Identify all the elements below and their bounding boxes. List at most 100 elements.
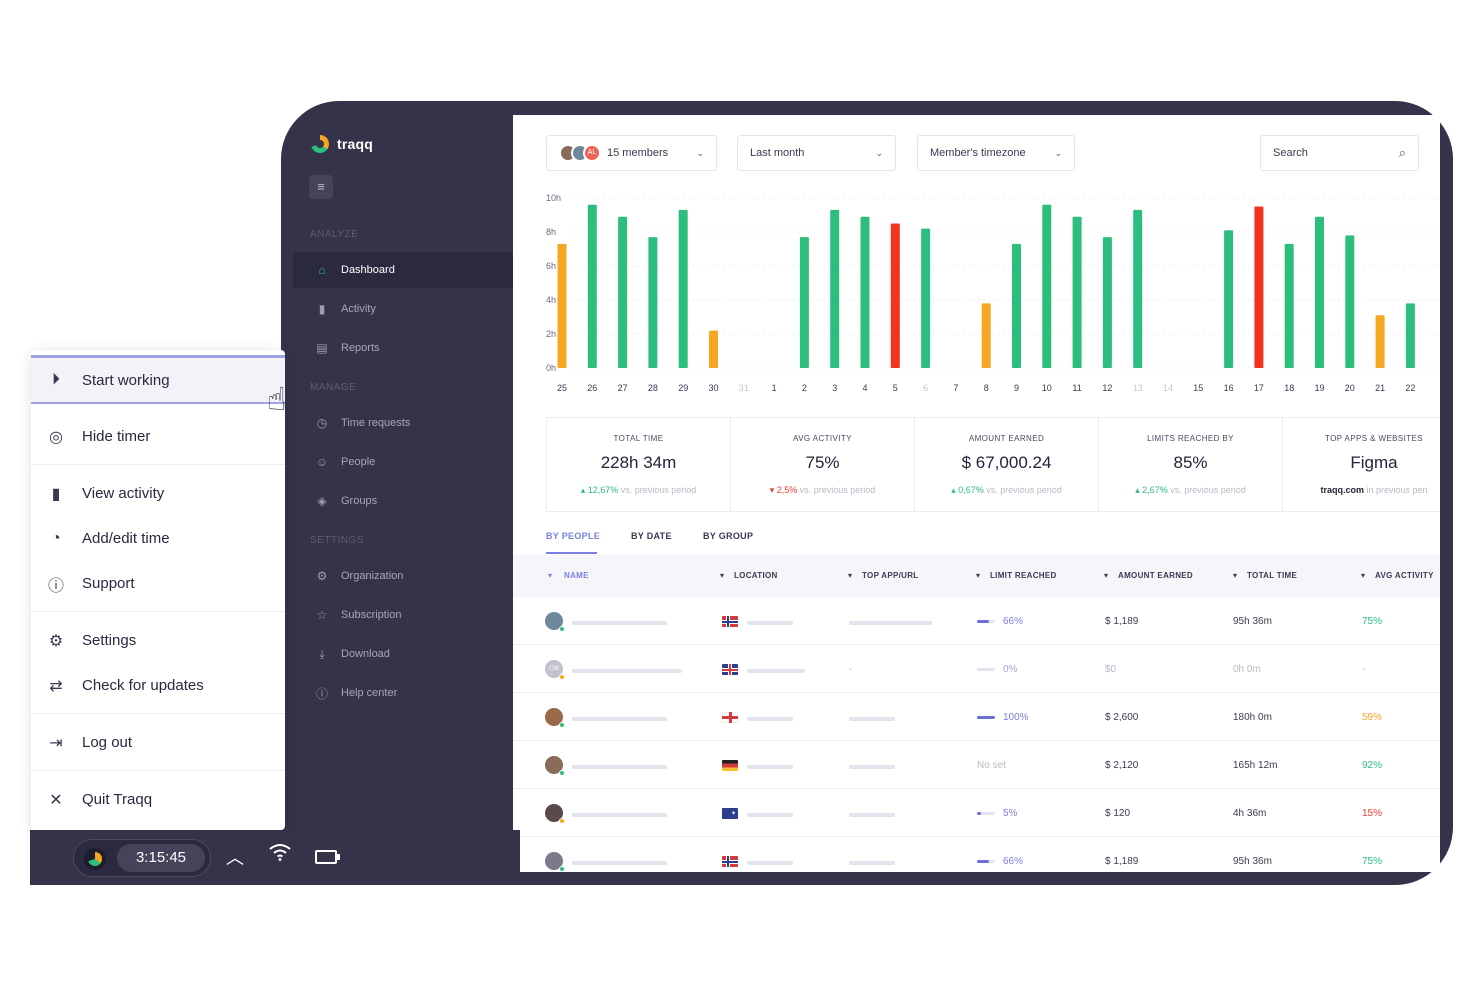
- menu-item-hide-timer[interactable]: ◎ Hide timer: [31, 414, 285, 459]
- sidebar-item-dashboard[interactable]: ⌂ Dashboard: [293, 252, 513, 288]
- table-row[interactable]: 100% $ 2,600 180h 0m 59%: [513, 693, 1440, 741]
- star-icon: ☆: [316, 608, 328, 622]
- wifi-icon[interactable]: [268, 842, 292, 867]
- bar[interactable]: [1375, 315, 1385, 368]
- bar[interactable]: [890, 223, 900, 369]
- column-header-avg-activity[interactable]: AVG ACTIVITY: [1375, 571, 1434, 580]
- sidebar-item-subscription[interactable]: ☆ Subscription: [293, 597, 513, 633]
- menu-item-support[interactable]: ⓘ Support: [31, 561, 285, 606]
- menu-item-log-out[interactable]: ⇥ Log out: [31, 720, 285, 765]
- menu-item-quit[interactable]: ✕ Quit Traqq: [31, 777, 285, 822]
- stat-label: TOTAL TIME: [613, 434, 664, 443]
- members-filter[interactable]: AL 15 members ⌄: [546, 135, 717, 171]
- bar[interactable]: [678, 209, 688, 368]
- bar[interactable]: [921, 228, 931, 368]
- bar[interactable]: [860, 216, 870, 368]
- bar[interactable]: [981, 303, 991, 368]
- y-tick-label: 2h: [546, 329, 556, 339]
- stat-card: AMOUNT EARNED $ 67,000.24 ▴ 0,67% vs. prev…: [914, 417, 1098, 512]
- chevron-up-icon[interactable]: ︿: [226, 848, 244, 868]
- column-header-limit-reached[interactable]: LIMIT REACHED: [990, 571, 1057, 580]
- table-row[interactable]: ✦ 5% $ 120 4h 36m 15%: [513, 789, 1440, 837]
- sidebar-item-organization[interactable]: ⚙ Organization: [293, 558, 513, 594]
- location-placeholder: [747, 861, 793, 865]
- stat-card: LIMITS REACHED BY 85% ▴ 2,67% vs. previous…: [1098, 417, 1282, 512]
- stat-card: TOP APPS & WEBSITES Figma traqq.com in pre…: [1282, 417, 1440, 512]
- y-tick-label: 4h: [546, 295, 556, 305]
- chevron-down-icon: ⌄: [696, 147, 704, 158]
- x-tick-label: 15: [1193, 383, 1203, 393]
- bar[interactable]: [830, 209, 840, 368]
- status-dot: [559, 818, 565, 824]
- tab-by-date[interactable]: BY DATE: [631, 531, 672, 541]
- sidebar-item-download[interactable]: ⤓ Download: [293, 636, 513, 672]
- bar[interactable]: [557, 243, 567, 368]
- amount-earned: $ 1,189: [1105, 856, 1139, 867]
- bar[interactable]: [1224, 230, 1234, 368]
- column-header-location[interactable]: LOCATION: [734, 571, 778, 580]
- brand[interactable]: traqq: [311, 135, 373, 153]
- top-app-placeholder: [849, 765, 895, 769]
- search-input[interactable]: Search ⌕: [1260, 135, 1419, 171]
- location-placeholder: [747, 621, 793, 625]
- sidebar-item-time-requests[interactable]: ◷ Time requests: [293, 405, 513, 441]
- bar[interactable]: [1133, 209, 1143, 368]
- bar[interactable]: [587, 204, 597, 368]
- x-tick-label: 12: [1102, 383, 1112, 393]
- menu-item-view-activity[interactable]: ▮ View activity: [31, 471, 285, 516]
- menu-toggle-button[interactable]: ≡: [309, 175, 333, 199]
- column-header-top-app[interactable]: TOP APP/URL: [862, 571, 919, 580]
- bar[interactable]: [1102, 237, 1112, 368]
- bar[interactable]: [1072, 216, 1082, 368]
- tab-by-people[interactable]: BY PEOPLE: [546, 531, 601, 541]
- sidebar-item-label: Activity: [341, 303, 376, 315]
- bar[interactable]: [1345, 235, 1355, 368]
- traqq-tray-widget[interactable]: 3:15:45: [73, 839, 211, 877]
- table-row[interactable]: 66% $ 1,189 95h 36m 75%: [513, 837, 1440, 872]
- bar[interactable]: [1284, 243, 1294, 368]
- bar[interactable]: [1405, 303, 1415, 368]
- tab-by-group[interactable]: BY GROUP: [703, 531, 754, 541]
- menu-item-add-edit-time[interactable]: ◔ Add/edit time: [31, 516, 285, 561]
- members-filter-label: 15 members: [607, 147, 669, 159]
- help-icon: ⓘ: [47, 577, 64, 595]
- x-tick-label: 2: [802, 383, 807, 393]
- menu-item-settings[interactable]: ⚙ Settings: [31, 618, 285, 663]
- column-header-amount-earned[interactable]: AMOUNT EARNED: [1118, 571, 1194, 580]
- clock-icon: ◷: [316, 416, 328, 430]
- column-header-total-time[interactable]: TOTAL TIME: [1247, 571, 1298, 580]
- amount-earned: $0: [1105, 664, 1117, 675]
- sidebar-item-activity[interactable]: ▮ Activity: [293, 291, 513, 327]
- bar[interactable]: [648, 237, 658, 368]
- bar[interactable]: [1012, 243, 1021, 368]
- timezone-filter[interactable]: Member's timezone ⌄: [917, 135, 1075, 171]
- bar[interactable]: [1042, 204, 1052, 368]
- bar[interactable]: [1315, 216, 1324, 368]
- table-row[interactable]: 66% $ 1,189 95h 36m 75%: [513, 597, 1440, 645]
- sidebar-item-groups[interactable]: ◈ Groups: [293, 483, 513, 519]
- menu-item-label: Settings: [82, 632, 137, 649]
- stat-delta: ▴ 0,67% vs. previous period: [915, 485, 1098, 496]
- sidebar-item-label: Help center: [341, 687, 398, 699]
- bar[interactable]: [799, 237, 809, 368]
- menu-item-label: View activity: [82, 485, 165, 502]
- sidebar-item-reports[interactable]: ▤ Reports: [293, 330, 513, 366]
- dashboard-screen: AL 15 members ⌄ Last month ⌄ Member's ti…: [513, 115, 1440, 872]
- menu-item-start-working[interactable]: ⏵ Start working ☝: [31, 355, 286, 417]
- bar[interactable]: [1254, 206, 1264, 369]
- delta-value: traqq.com: [1320, 485, 1364, 495]
- sidebar-item-help-center[interactable]: ⓘ Help center: [293, 675, 513, 711]
- bar[interactable]: [618, 216, 628, 368]
- stat-delta: ▴ 12,67% vs. previous period: [547, 485, 730, 496]
- sidebar-item-people[interactable]: ☺ People: [293, 444, 513, 480]
- limit-reached: 66%: [1003, 856, 1024, 867]
- menu-item-check-for-updates[interactable]: ⇄ Check for updates: [31, 663, 285, 708]
- table-row[interactable]: No set $ 2,120 165h 12m 92%: [513, 741, 1440, 789]
- column-header-name[interactable]: NAME: [564, 571, 589, 580]
- period-filter[interactable]: Last month ⌄: [737, 135, 896, 171]
- avatar: [545, 852, 563, 870]
- bar[interactable]: [709, 330, 718, 368]
- table-row[interactable]: CW - 0% $0 0h 0m -: [513, 645, 1440, 693]
- battery-icon[interactable]: [315, 848, 341, 869]
